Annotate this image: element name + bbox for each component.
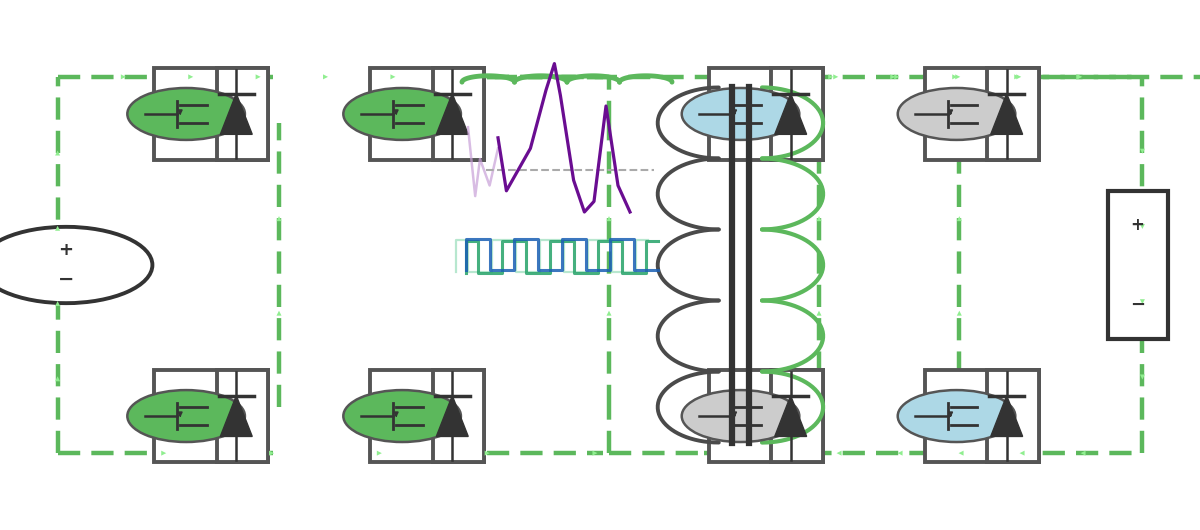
FancyBboxPatch shape [370, 67, 485, 160]
FancyBboxPatch shape [155, 370, 269, 462]
FancyBboxPatch shape [988, 67, 1038, 160]
Polygon shape [775, 93, 806, 134]
FancyBboxPatch shape [217, 370, 269, 462]
FancyBboxPatch shape [772, 370, 823, 462]
Polygon shape [437, 93, 468, 134]
FancyBboxPatch shape [708, 67, 823, 160]
FancyBboxPatch shape [370, 370, 485, 462]
FancyBboxPatch shape [217, 67, 269, 160]
Circle shape [343, 390, 461, 442]
Circle shape [682, 88, 799, 140]
Circle shape [898, 88, 1015, 140]
Circle shape [898, 390, 1015, 442]
FancyBboxPatch shape [433, 370, 485, 462]
Polygon shape [775, 395, 806, 437]
Polygon shape [221, 395, 252, 437]
Polygon shape [991, 395, 1022, 437]
Polygon shape [991, 93, 1022, 134]
Circle shape [0, 227, 152, 303]
Circle shape [127, 390, 245, 442]
FancyBboxPatch shape [988, 370, 1038, 462]
Text: −: − [1130, 296, 1145, 314]
FancyBboxPatch shape [924, 67, 1038, 160]
Circle shape [343, 88, 461, 140]
Text: +: + [1130, 216, 1145, 234]
Polygon shape [221, 93, 252, 134]
Circle shape [127, 88, 245, 140]
Text: +: + [59, 242, 73, 260]
FancyBboxPatch shape [772, 67, 823, 160]
FancyBboxPatch shape [924, 370, 1038, 462]
FancyBboxPatch shape [155, 67, 269, 160]
Circle shape [682, 390, 799, 442]
FancyBboxPatch shape [433, 67, 485, 160]
Text: −: − [58, 270, 74, 289]
Polygon shape [437, 395, 468, 437]
FancyBboxPatch shape [1108, 191, 1168, 339]
FancyBboxPatch shape [708, 370, 823, 462]
